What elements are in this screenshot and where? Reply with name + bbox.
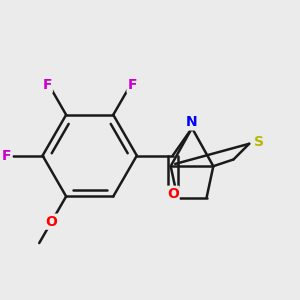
Text: N: N [186, 116, 198, 129]
Text: S: S [254, 134, 264, 148]
Text: F: F [2, 148, 11, 163]
Text: O: O [46, 215, 58, 229]
Text: F: F [128, 78, 137, 92]
Text: F: F [42, 78, 52, 92]
Text: O: O [167, 187, 178, 201]
